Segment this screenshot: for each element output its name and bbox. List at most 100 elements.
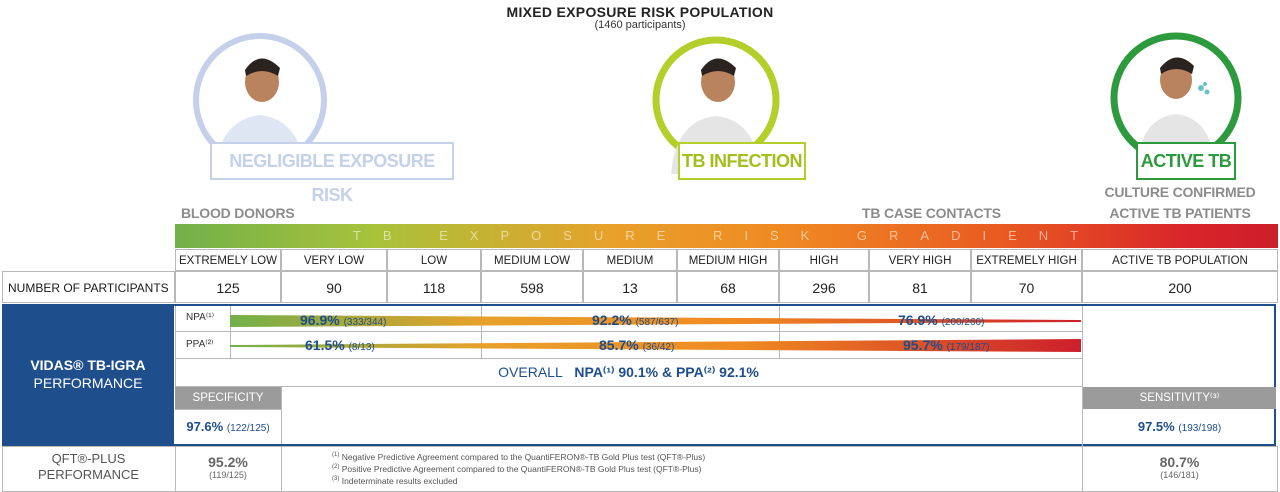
footnote-number: (3) [332, 476, 340, 483]
footnote-text: Positive Predictive Agreement compared t… [341, 464, 702, 474]
npa-label: NPA⁽¹⁾ [186, 312, 215, 323]
participants-cell: 68 [677, 271, 779, 303]
qft-specificity: 95.2% (119/125) [175, 454, 281, 480]
qft-spec-frac: (119/125) [209, 470, 247, 480]
participants-cell: 70 [971, 271, 1082, 303]
population-title: MIXED EXPOSURE RISK POPULATION [506, 4, 774, 20]
culture-confirmed-label: CULTURE CONFIRMED [1104, 184, 1256, 200]
specificity-pct: 97.6% [186, 419, 224, 434]
participants-cell: 200 [1082, 271, 1278, 303]
category-cell: MEDIUM HIGH [677, 249, 779, 271]
divider [481, 306, 482, 358]
category-cell: HIGH [779, 249, 869, 271]
divider [175, 446, 176, 492]
divider [281, 446, 282, 492]
vidas-subtitle: PERFORMANCE [33, 375, 143, 391]
ppa-label: PPA⁽²⁾ [186, 339, 214, 350]
tb-case-contacts-label: TB CASE CONTACTS [862, 205, 1001, 221]
participants-cell: 296 [779, 271, 869, 303]
category-cell: EXTREMELY LOW [175, 249, 281, 271]
ppa-pct: 61.5% [305, 337, 345, 353]
footnote-number: (1) [332, 452, 340, 459]
divider [175, 386, 1082, 387]
qft-sens-pct: 80.7% [1159, 454, 1200, 470]
divider [230, 306, 231, 358]
category-cell: LOW [387, 249, 481, 271]
category-cell: ACTIVE TB POPULATION [1082, 249, 1278, 271]
participants-cell: 90 [281, 271, 387, 303]
overall-npa-label: NPA⁽¹⁾ [574, 364, 615, 380]
sensitivity-header: SENSITIVITY⁽³⁾ [1083, 387, 1276, 409]
ppa-frac: (8/13) [348, 342, 375, 353]
ppa-value: 95.7% (179/187) [903, 337, 989, 353]
negligible-label: NEGLIGIBLE EXPOSURE RISK [210, 142, 454, 205]
participants-cell: 13 [583, 271, 677, 303]
overall-ppa-label: PPA⁽²⁾ [675, 364, 716, 380]
npa-frac: (333/344) [343, 317, 387, 328]
vidas-label-box: VIDAS® TB-IGRA PERFORMANCE [2, 305, 174, 445]
specificity-value: 97.6% (122/125) [175, 419, 281, 434]
overall-npa-value: 90.1% [618, 364, 659, 380]
blood-donors-label: BLOOD DONORS [181, 205, 295, 221]
participants-cell: 118 [387, 271, 481, 303]
specificity-header: SPECIFICITY [175, 387, 281, 409]
footnote-text: Indeterminate results excluded [341, 476, 458, 486]
specificity-frac: (122/125) [226, 423, 270, 434]
footnote: (1) Negative Predictive Agreement compar… [332, 452, 705, 462]
population-subtitle: (1460 participants) [594, 19, 686, 31]
ppa-pct: 95.7% [903, 337, 943, 353]
footnote: (2) Positive Predictive Agreement compar… [332, 464, 701, 474]
divider [1082, 306, 1083, 446]
npa-pct: 92.2% [592, 312, 632, 328]
participants-cell: 598 [481, 271, 583, 303]
npa-pct: 76.9% [898, 312, 938, 328]
vidas-title: VIDAS® TB-IGRA [30, 357, 146, 373]
category-cell: EXTREMELY HIGH [971, 249, 1082, 271]
category-cell: MEDIUM LOW [481, 249, 583, 271]
divider [175, 331, 1082, 332]
active-tb-label: ACTIVE TB [1136, 142, 1236, 180]
divider [281, 387, 282, 444]
divider [175, 306, 176, 386]
risk-gradient-label: TB EXPOSURE RISK GRADIENT [352, 228, 1101, 243]
qft-spec-pct: 95.2% [208, 454, 248, 470]
qft-line2: PERFORMANCE [37, 467, 140, 482]
category-cell: VERY HIGH [869, 249, 971, 271]
footnote-number: (2) [332, 464, 340, 471]
sensitivity-frac: (193/198) [1178, 423, 1222, 434]
overall-ppa-value: 92.1% [719, 364, 759, 380]
participants-cell: 125 [175, 271, 281, 303]
qft-line1: QFT®-PLUS [51, 451, 126, 466]
npa-value: 92.2% (587/637) [592, 312, 678, 328]
ppa-frac: (179/187) [946, 342, 990, 353]
overall-amp: & [661, 364, 673, 380]
sensitivity-value: 97.5% (193/198) [1083, 419, 1276, 434]
npa-frac: (200/260) [941, 317, 985, 328]
divider [1082, 446, 1083, 492]
npa-bar [230, 315, 1081, 327]
footnote: (3) Indeterminate results excluded [332, 476, 457, 486]
qft-label: QFT®-PLUS PERFORMANCE [2, 451, 175, 483]
divider [779, 306, 780, 358]
overall-row: OVERALL NPA⁽¹⁾ 90.1% & PPA⁽²⁾ 92.1% [175, 364, 1082, 381]
ppa-bar [230, 339, 1081, 352]
npa-frac: (587/637) [635, 317, 679, 328]
sensitivity-pct: 97.5% [1137, 419, 1175, 434]
ppa-value: 85.7% (36/42) [599, 337, 674, 353]
divider [175, 409, 281, 410]
npa-pct: 96.9% [300, 312, 340, 328]
active-tb-patients-label: ACTIVE TB PATIENTS [1109, 205, 1251, 221]
ppa-pct: 85.7% [599, 337, 639, 353]
ppa-value: 61.5% (8/13) [305, 337, 375, 353]
risk-gradient-bar [175, 224, 1278, 248]
participants-cell: 81 [869, 271, 971, 303]
ppa-frac: (36/42) [642, 342, 675, 353]
footnote-text: Negative Predictive Agreement compared t… [341, 452, 706, 462]
npa-value: 96.9% (333/344) [300, 312, 386, 328]
category-cell: MEDIUM [583, 249, 677, 271]
tb-infection-label: TB INFECTION [678, 142, 806, 180]
divider [175, 358, 1082, 359]
qft-sens-frac: (146/181) [1160, 470, 1199, 480]
participants-row-label: NUMBER OF PARTICIPANTS [2, 271, 175, 303]
category-cell: VERY LOW [281, 249, 387, 271]
